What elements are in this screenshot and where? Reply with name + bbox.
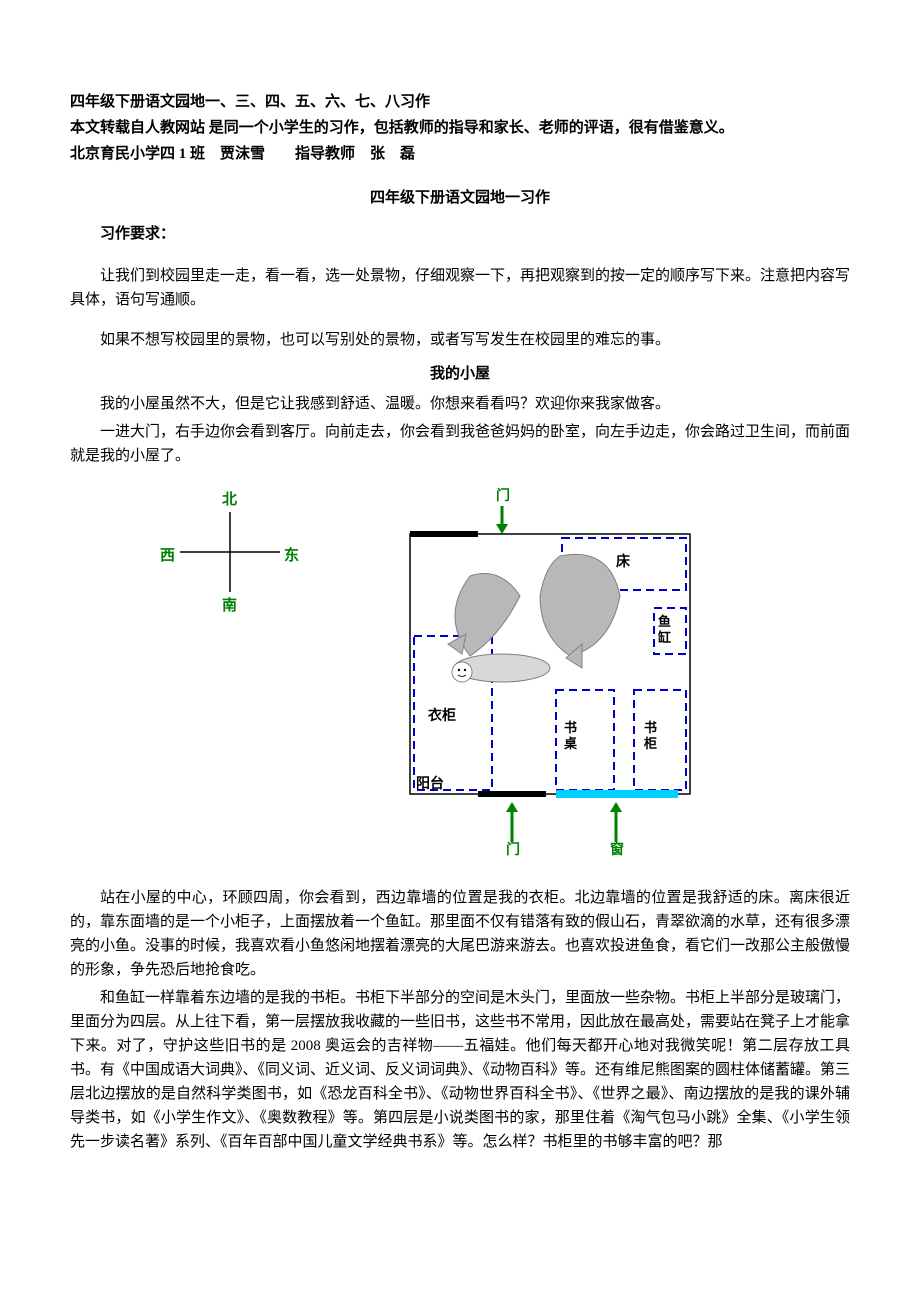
desk-label-2: 桌 <box>564 736 578 751</box>
door-top-label: 门 <box>496 487 510 504</box>
arrow-right <box>540 554 620 656</box>
window-label: 窗 <box>610 841 624 856</box>
room-diagram: 门 床 鱼 缸 衣柜 书 桌 书 柜 <box>370 486 710 856</box>
requirement-p1: 让我们到校园里走一走，看一看，选一处景物，仔细观察一下，再把观察到的按一定的顺序… <box>70 264 850 312</box>
desk-label-1: 书 <box>564 720 577 735</box>
header-line-2: 本文转载自人教网站 是同一个小学生的习作，包括教师的指导和家长、老师的评语，很有… <box>70 116 850 140</box>
essay-p1: 我的小屋虽然不大，但是它让我感到舒适、温暖。你想来看看吗？欢迎你来我家做客。 <box>70 392 850 416</box>
bed-label: 床 <box>616 553 631 570</box>
compass-north: 北 <box>222 488 237 512</box>
bookshelf-label-1: 书 <box>644 720 657 735</box>
compass-diagram: 北 南 西 东 <box>150 482 310 622</box>
requirement-label: 习作要求： <box>70 222 850 246</box>
balcony-label: 阳台 <box>416 775 444 792</box>
fishtank-label-1: 鱼 <box>658 614 671 629</box>
diagram-row: 北 南 西 东 门 床 鱼 缸 衣柜 书 桌 <box>70 486 850 856</box>
compass-east: 东 <box>284 544 299 568</box>
header-line-1: 四年级下册语文园地一、三、四、五、六、七、八习作 <box>70 90 850 114</box>
requirement-p2: 如果不想写校园里的景物，也可以写别处的景物，或者写写发生在校园里的难忘的事。 <box>70 328 850 352</box>
compass-west: 西 <box>160 544 175 568</box>
header-line-3: 北京育民小学四 1 班 贾沫雪 指导教师 张 磊 <box>70 142 850 166</box>
essay-title: 我的小屋 <box>70 362 850 386</box>
fishtank-label-2: 缸 <box>657 630 671 645</box>
essay-p2: 一进大门，右手边你会看到客厅。向前走去，你会看到我爸爸妈妈的卧室，向左手边走，你… <box>70 420 850 468</box>
room-svg: 门 床 鱼 缸 衣柜 书 桌 书 柜 <box>370 486 710 856</box>
compass-south: 南 <box>222 594 237 618</box>
bookshelf-label-2: 柜 <box>643 736 657 751</box>
essay-p4: 和鱼缸一样靠着东边墙的是我的书柜。书柜下半部分的空间是木头门，里面放一些杂物。书… <box>70 986 850 1154</box>
page-title: 四年级下册语文园地一习作 <box>70 186 850 210</box>
door-bottom-label: 门 <box>506 841 520 856</box>
essay-p3: 站在小屋的中心，环顾四周，你会看到，西边靠墙的位置是我的衣柜。北边靠墙的位置是我… <box>70 886 850 982</box>
arrow-left <box>455 574 520 657</box>
wardrobe-label: 衣柜 <box>428 707 456 724</box>
